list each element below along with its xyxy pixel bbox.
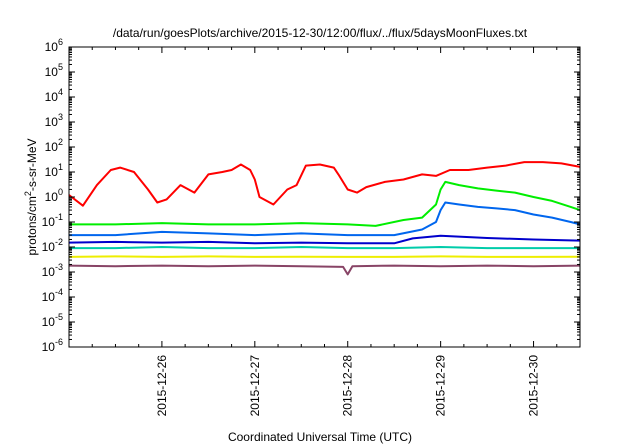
y-tick-label: 104 — [45, 87, 63, 104]
series-line-5 — [68, 255, 581, 258]
y-axis-label-rest: -s-sr-MeV — [25, 138, 39, 191]
series-layer — [68, 161, 581, 276]
y-tick-label: 101 — [45, 162, 63, 179]
series-line-2 — [69, 201, 581, 237]
series-line-4 — [69, 246, 580, 250]
y-axis-label-base: protons/cm — [25, 196, 39, 255]
y-tick-label: 102 — [45, 137, 63, 154]
x-axis: 2015-12-26 2015-12-27 2015-12-28 2015-12-29… — [91, 47, 581, 417]
y-tick-label: 10-6 — [42, 337, 63, 354]
x-axis-label: Coordinated Universal Time (UTC) — [227, 430, 413, 444]
y-tick-label: 103 — [45, 112, 63, 129]
y-axis: 10-6 10-5 10-4 10-3 10-2 10-1 100 101 102 103 104 1… — [42, 37, 580, 354]
plot-frame — [68, 46, 581, 348]
series-line-0 — [68, 161, 581, 207]
y-tick-label: 10-1 — [42, 212, 63, 229]
y-tick-label: 10-5 — [42, 312, 63, 329]
y-tick-label: 100 — [45, 187, 63, 204]
x-tick-label: 2015-12-26 — [155, 355, 169, 417]
y-tick-label: 10-2 — [42, 237, 63, 254]
y-tick-label: 105 — [45, 62, 63, 79]
x-tick-label: 2015-12-28 — [341, 355, 355, 417]
series-line-3 — [68, 234, 581, 245]
chart-title: /data/run/goesPlots/archive/2015-12-30/1… — [112, 26, 528, 40]
y-axis-label-superscript: 2 — [23, 191, 33, 196]
series-line-1 — [69, 180, 581, 227]
x-tick-label: 2015-12-29 — [434, 355, 448, 417]
x-tick-label: 2015-12-27 — [248, 355, 262, 417]
x-tick-label: 2015-12-30 — [527, 355, 541, 417]
y-tick-label: 106 — [45, 37, 63, 54]
y-axis-label: protons/cm2-s-sr-MeV — [23, 138, 39, 255]
y-tick-label: 10-4 — [42, 287, 63, 304]
series-line-6 — [68, 264, 581, 276]
y-tick-label: 10-3 — [42, 262, 63, 279]
